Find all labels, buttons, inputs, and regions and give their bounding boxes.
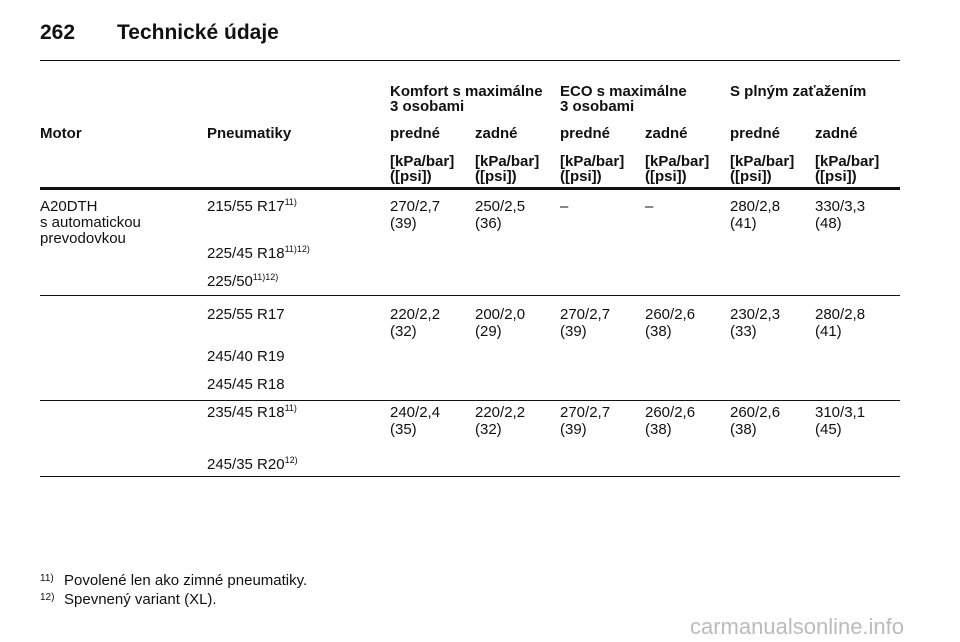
column-header: zadné: [645, 125, 688, 142]
unit-header: [kPa/bar]: [560, 153, 625, 170]
footnote-ref: 12): [284, 455, 298, 465]
footnote-ref: 11): [284, 403, 297, 413]
pressure-value: 270/2,7: [390, 198, 441, 215]
pressure-value: 270/2,7: [560, 306, 611, 323]
rule: [40, 295, 900, 296]
footnote-ref: 11)12): [284, 244, 310, 254]
tire-size: 245/45 R18: [207, 376, 285, 393]
unit-header: ([psi]): [815, 168, 857, 185]
pressure-value: (48): [815, 215, 842, 232]
tire-size: 225/55 R17: [207, 306, 285, 323]
page-title: Technické údaje: [117, 21, 279, 44]
column-header: predné: [730, 125, 781, 142]
column-header: predné: [560, 125, 611, 142]
pressure-value: 260/2,6: [645, 404, 696, 421]
pressure-value: 280/2,8: [730, 198, 781, 215]
column-header: Motor: [40, 125, 82, 142]
unit-header: [kPa/bar]: [815, 153, 880, 170]
group-header: 3 osobami: [560, 98, 635, 115]
pressure-value: (29): [475, 323, 502, 340]
group-header: S plným zaťažením: [730, 83, 867, 100]
pressure-value: (32): [475, 421, 502, 438]
rule: [40, 60, 900, 61]
page-number: 262: [40, 21, 76, 44]
group-header: ECO s maximálne: [560, 83, 687, 100]
pressure-value: (38): [645, 421, 672, 438]
rule: [40, 400, 900, 401]
pressure-value: –: [560, 198, 569, 215]
unit-header: [kPa/bar]: [730, 153, 795, 170]
unit-header: ([psi]): [645, 168, 687, 185]
tire-size: 225/45 R1811)12): [207, 244, 310, 262]
footnote-mark: 11): [40, 573, 54, 584]
column-header: predné: [390, 125, 441, 142]
pressure-value: (39): [560, 323, 587, 340]
pressure-value: 270/2,7: [560, 404, 611, 421]
pressure-value: –: [645, 198, 654, 215]
unit-header: ([psi]): [730, 168, 772, 185]
footnote-ref: 11)12): [252, 272, 279, 282]
pressure-value: (36): [475, 215, 502, 232]
tire-size: 215/55 R1711): [207, 197, 297, 215]
pressure-value: (39): [560, 421, 587, 438]
column-header: zadné: [815, 125, 858, 142]
rule: [40, 187, 900, 190]
pressure-value: (39): [390, 215, 417, 232]
pressure-value: 310/3,1: [815, 404, 866, 421]
pressure-value: (45): [815, 421, 842, 438]
column-header: zadné: [475, 125, 518, 142]
unit-header: ([psi]): [390, 168, 432, 185]
pressure-value: (33): [730, 323, 757, 340]
group-header: 3 osobami: [390, 98, 465, 115]
pressure-value: (38): [645, 323, 672, 340]
unit-header: ([psi]): [475, 168, 517, 185]
pressure-value: 220/2,2: [390, 306, 441, 323]
pressure-value: 280/2,8: [815, 306, 866, 323]
footnote-text: Povolené len ako zimné pneumatiky.: [64, 572, 308, 589]
pressure-value: (38): [730, 421, 757, 438]
unit-header: [kPa/bar]: [475, 153, 540, 170]
pressure-value: (41): [730, 215, 757, 232]
pressure-value: 260/2,6: [645, 306, 696, 323]
pressure-value: (41): [815, 323, 842, 340]
unit-header: ([psi]): [560, 168, 602, 185]
pressure-value: 230/2,3: [730, 306, 781, 323]
column-header: Pneumatiky: [207, 125, 292, 142]
unit-header: [kPa/bar]: [645, 153, 710, 170]
group-header: Komfort s maximálne: [390, 83, 543, 100]
pressure-value: 330/3,3: [815, 198, 866, 215]
footnote-ref: 11): [284, 197, 297, 207]
tire-size: 235/45 R1811): [207, 403, 297, 421]
tire-size: 225/5011)12): [207, 272, 279, 290]
motor: prevodovkou: [40, 230, 126, 247]
pressure-value: 200/2,0: [475, 306, 526, 323]
pressure-value: 240/2,4: [390, 404, 441, 421]
motor: A20DTH: [40, 198, 98, 215]
motor: s automatickou: [40, 214, 141, 231]
unit-header: [kPa/bar]: [390, 153, 455, 170]
tire-size: 245/35 R2012): [207, 455, 298, 473]
pressure-value: 260/2,6: [730, 404, 781, 421]
pressure-value: 250/2,5: [475, 198, 526, 215]
pressure-value: (32): [390, 323, 417, 340]
rule: [40, 476, 900, 477]
watermark: carmanualsonline.info: [690, 614, 905, 639]
tire-size: 245/40 R19: [207, 348, 285, 365]
pressure-value: (35): [390, 421, 417, 438]
footnote-mark: 12): [40, 592, 55, 603]
footnote-text: Spevnený variant (XL).: [64, 591, 217, 608]
pressure-value: 220/2,2: [475, 404, 526, 421]
